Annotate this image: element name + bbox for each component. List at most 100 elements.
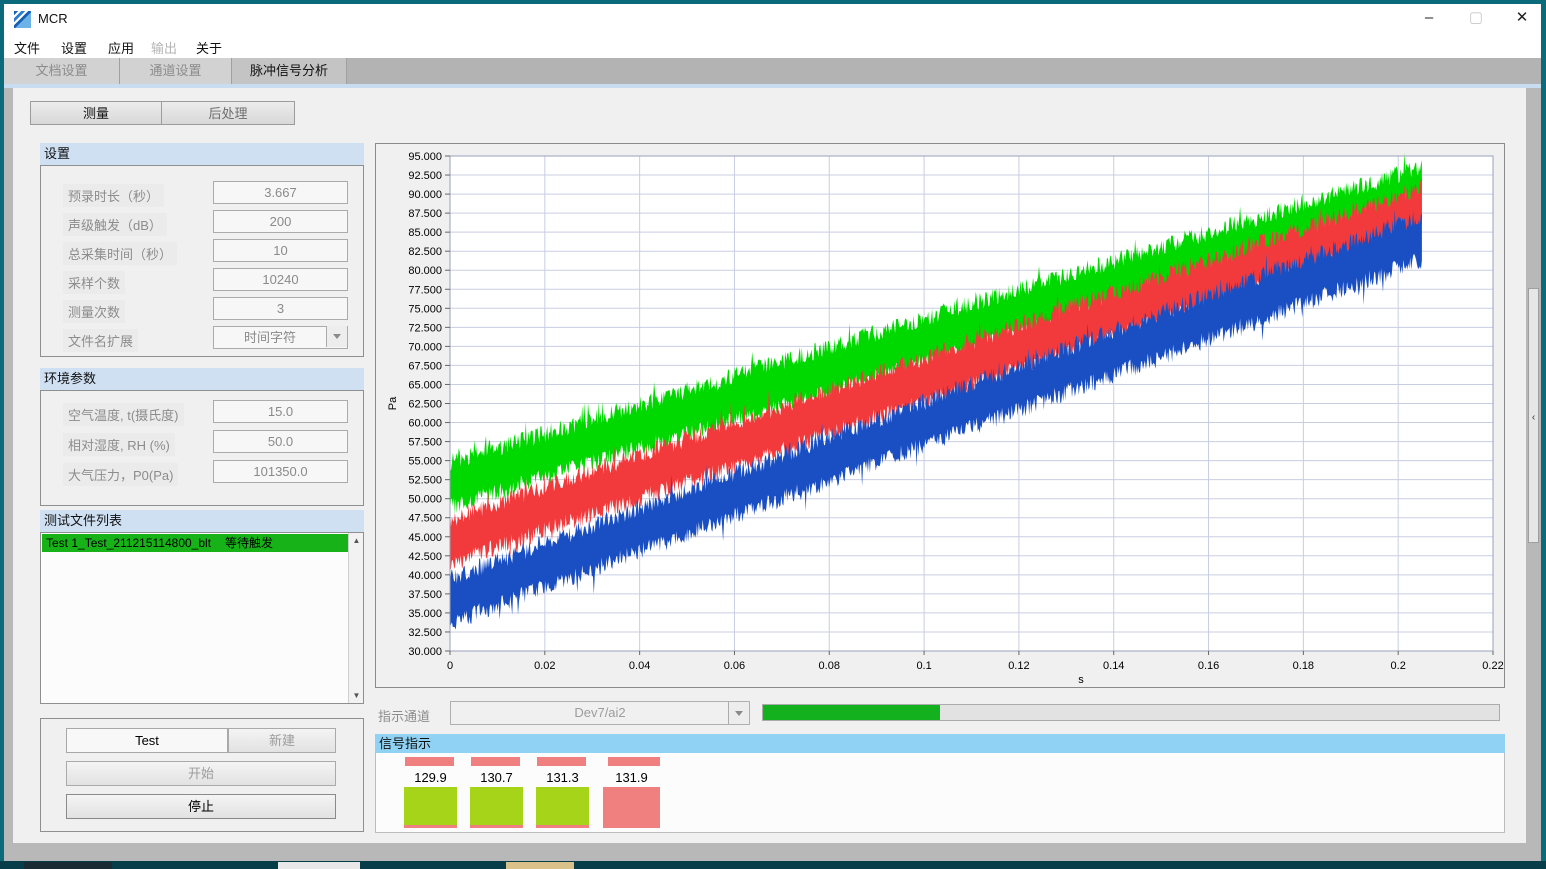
subtab-postprocess[interactable]: 后处理 [161,101,295,125]
tab-channel-settings[interactable]: 通道设置 [120,58,232,84]
svg-text:50.000: 50.000 [408,494,442,506]
tab-pulse-signal-analysis[interactable]: 脉冲信号分析 [232,58,347,84]
total-acquisition-time-label: 总采集时间（秒） [63,242,178,265]
svg-text:52.500: 52.500 [408,475,442,487]
sample-count-field[interactable]: 10240 [213,268,348,291]
svg-text:92.500: 92.500 [408,170,442,182]
app-icon [14,11,31,28]
filename-extension-dropdown-button[interactable] [326,326,347,347]
level-trigger-field[interactable]: 200 [213,210,348,233]
svg-text:80.000: 80.000 [408,265,442,277]
signal-top-bar [537,757,586,766]
window-title: MCR [38,11,68,26]
taskbar-sliver [0,861,1546,869]
menu-about[interactable]: 关于 [196,41,223,56]
test-file-row[interactable]: Test 1_Test_211215114800_blt 等待触发 [42,534,348,552]
indicator-channel-label: 指示通道 [378,709,431,724]
signal-block [603,787,660,828]
svg-text:85.000: 85.000 [408,227,442,239]
pressure-chart-panel: 30.000 32.500 35.000 37.500 40.000 42.500 45.0… [375,143,1505,688]
taskbar-fragment [506,862,574,869]
level-trigger-label: 声级触发（dB） [63,213,167,236]
svg-text:67.500: 67.500 [408,360,442,372]
svg-text:75.000: 75.000 [408,303,442,315]
svg-text:82.500: 82.500 [408,246,442,258]
settings-group-header: 设置 [40,143,364,165]
relative-humidity-label: 相对湿度, RH (%) [63,433,175,456]
sample-count-label: 采样个数 [63,271,126,294]
menu-file[interactable]: 文件 [14,41,41,56]
svg-text:0.1: 0.1 [916,660,931,672]
panel-collapse-handle[interactable]: ‹ [1528,288,1539,543]
atmospheric-pressure-label: 大气压力，P0(Pa) [63,463,179,486]
relative-humidity-field[interactable]: 50.0 [213,430,348,453]
scroll-up-icon[interactable]: ▲ [352,536,361,545]
svg-text:77.500: 77.500 [408,284,442,296]
tab-underline [4,84,1541,88]
close-button[interactable]: ✕ [1515,9,1529,26]
scroll-down-icon[interactable]: ▼ [352,691,361,700]
svg-text:0.04: 0.04 [629,660,650,672]
filename-extension-dropdown[interactable]: 时间字符 [213,326,348,349]
new-button[interactable]: 新建 [228,728,336,753]
total-acquisition-time-field[interactable]: 10 [213,239,348,262]
start-button[interactable]: 开始 [66,761,336,786]
svg-text:57.500: 57.500 [408,437,442,449]
svg-text:87.500: 87.500 [408,208,442,220]
indicator-channel-dropdown[interactable]: Dev7/ai2 [450,701,750,725]
menu-settings[interactable]: 设置 [61,41,88,56]
signal-value: 129.9 [414,770,447,785]
svg-text:42.500: 42.500 [408,551,442,563]
svg-text:0.12: 0.12 [1008,660,1029,672]
atmospheric-pressure-field[interactable]: 101350.0 [213,460,348,483]
subtab-measure[interactable]: 测量 [30,101,162,125]
svg-text:0.18: 0.18 [1293,660,1314,672]
svg-text:60.000: 60.000 [408,418,442,430]
indicator-channel-dropdown-button[interactable] [728,702,749,724]
signal-indication-header: 信号指示 [375,734,1505,753]
measurement-count-field[interactable]: 3 [213,297,348,320]
taskbar-fragment [278,862,360,869]
signal-block [404,787,457,828]
svg-text:0.06: 0.06 [724,660,745,672]
minimize-button[interactable]: – [1424,9,1434,26]
chevron-down-icon [735,711,743,716]
svg-text:65.000: 65.000 [408,379,442,391]
svg-text:62.500: 62.500 [408,399,442,411]
svg-text:0.14: 0.14 [1103,660,1124,672]
svg-text:0.16: 0.16 [1198,660,1219,672]
menu-apply[interactable]: 应用 [108,41,135,56]
air-temperature-field[interactable]: 15.0 [213,400,348,423]
test-name-field[interactable]: Test [66,728,228,753]
stop-button[interactable]: 停止 [66,794,336,819]
window-border-bottom [4,843,1541,861]
taskbar-fragment [24,862,112,869]
indicator-channel-value: Dev7/ai2 [574,705,626,720]
series-channel-red [450,178,1422,570]
signal-block [470,787,523,828]
series-channel-green [450,152,1422,514]
svg-text:30.000: 30.000 [408,646,442,658]
control-button-box [40,718,364,832]
svg-text:35.000: 35.000 [408,608,442,620]
svg-text:Pa: Pa [387,396,399,410]
signal-block [536,787,589,828]
svg-text:40.000: 40.000 [408,570,442,582]
test-file-status: 等待触发 [225,536,274,550]
signal-top-bar [471,757,520,766]
chevron-left-icon: ‹ [1531,412,1536,423]
series-channel-blue [450,209,1422,630]
measurement-count-label: 测量次数 [63,300,126,323]
test-file-name: Test 1_Test_211215114800_blt [46,536,212,550]
acquisition-progress-bar [762,704,1500,721]
prerecord-duration-field[interactable]: 3.667 [213,181,348,204]
svg-text:47.500: 47.500 [408,513,442,525]
file-list-scrollbar[interactable]: ▲ ▼ [348,533,363,703]
test-file-list[interactable]: Test 1_Test_211215114800_blt 等待触发 ▲ ▼ [40,532,364,704]
svg-text:0: 0 [447,660,453,672]
signal-value: 131.3 [546,770,579,785]
tab-document-settings[interactable]: 文档设置 [4,58,120,84]
svg-text:95.000: 95.000 [408,151,442,163]
svg-text:90.000: 90.000 [408,189,442,201]
maximize-button[interactable]: ▢ [1468,9,1484,26]
